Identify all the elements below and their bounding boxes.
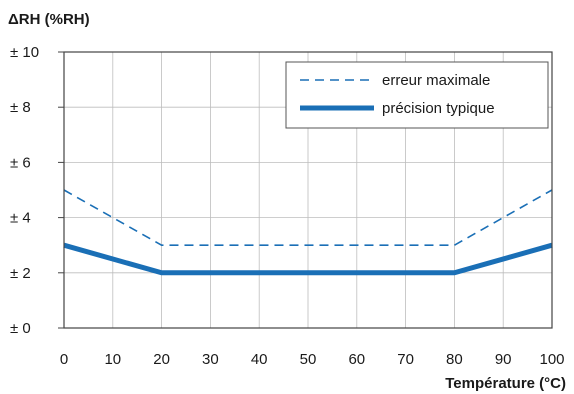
x-tick-label: 40 bbox=[251, 351, 268, 368]
y-tick-labels: ± 0 ± 2 ± 4 ± 6 ± 8 ± 10 bbox=[10, 44, 64, 337]
legend-label-erreur-maximale: erreur maximale bbox=[382, 72, 490, 89]
x-tick-label: 70 bbox=[397, 351, 414, 368]
x-tick-label: 100 bbox=[539, 351, 564, 368]
y-tick-label: ± 4 bbox=[10, 210, 31, 227]
plot-frame bbox=[63, 51, 553, 329]
x-tick-label: 90 bbox=[495, 351, 512, 368]
x-axis-label: Température (°C) bbox=[445, 375, 566, 392]
x-tick-label: 10 bbox=[104, 351, 121, 368]
legend-box bbox=[285, 61, 549, 129]
x-tick-label: 30 bbox=[202, 351, 219, 368]
x-tick-label: 0 bbox=[60, 351, 68, 368]
legend: erreur maximale précision typique bbox=[285, 61, 549, 129]
series-line-erreur-maximale bbox=[63, 189, 553, 246]
x-tick-label: 60 bbox=[348, 351, 365, 368]
y-axis-label: ΔRH (%RH) bbox=[8, 11, 90, 28]
y-tick-label: ± 0 bbox=[10, 320, 31, 337]
y-tick-label: ± 10 bbox=[10, 44, 39, 61]
x-tick-label: 80 bbox=[446, 351, 463, 368]
series-line-precision-typique bbox=[63, 242, 553, 276]
series-lines bbox=[63, 189, 553, 276]
y-tick-label: ± 2 bbox=[10, 265, 31, 282]
x-tick-label: 20 bbox=[153, 351, 170, 368]
y-tick-label: ± 8 bbox=[10, 99, 31, 116]
x-tick-labels: 0 10 20 30 40 50 60 70 80 90 100 bbox=[60, 351, 565, 368]
legend-label-precision-typique: précision typique bbox=[382, 100, 495, 117]
x-tick-label: 50 bbox=[300, 351, 317, 368]
y-tick-label: ± 6 bbox=[10, 154, 31, 171]
